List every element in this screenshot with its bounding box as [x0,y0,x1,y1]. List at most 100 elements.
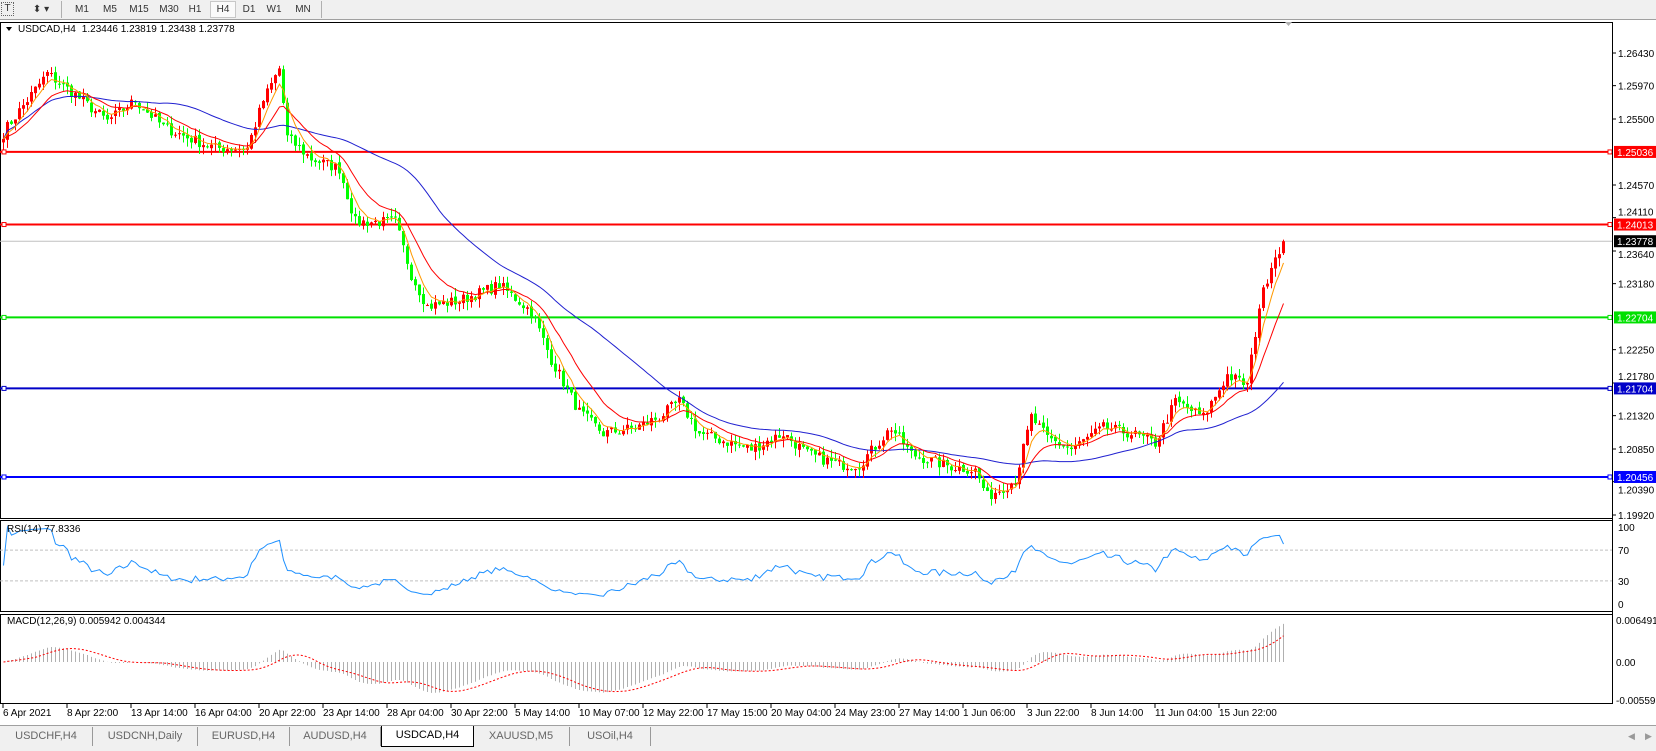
timeframe-w1[interactable]: W1 [266,4,282,15]
tab-xauusd[interactable]: XAUUSD,M5 [473,727,570,746]
level-price-label: 1.24013 [1617,221,1654,232]
candle [486,284,489,295]
candle-body [694,418,697,432]
candle-body [146,109,149,113]
candle-body [26,102,29,106]
scroll-right-icon[interactable]: ▶ [1645,731,1652,741]
candle [346,179,349,200]
candle [502,276,505,296]
candle [1166,414,1169,424]
candle [942,454,945,468]
candle-body [346,182,349,200]
line-handle [1,149,7,155]
level-price-badge [1614,382,1656,395]
candle-body [466,294,469,302]
tab-eurusd[interactable]: EURUSD,H4 [198,727,290,746]
candle-body [262,101,265,109]
candle [306,153,309,159]
shift-marker-icon[interactable] [1285,22,1292,26]
candle-body [298,145,301,147]
candle [582,400,585,417]
candle-body [698,431,701,434]
candle-body [454,296,457,305]
candle-body [706,432,709,434]
candle [850,468,853,471]
candle-body [502,283,505,288]
candle [854,468,857,478]
candle-body [378,221,381,227]
candle-body [618,433,621,435]
timeframe-h4[interactable]: H4 [210,1,236,18]
candle [590,408,593,421]
candle-body [1058,442,1061,446]
candle [198,129,201,155]
level-price-badge [1614,470,1656,483]
timeframe-mn[interactable]: MN [295,4,311,15]
candle-body [410,264,413,280]
candle-body [854,469,857,471]
candle [866,450,869,470]
candle [22,99,25,117]
tab-audusd[interactable]: AUDUSD,H4 [290,727,381,746]
candle-body [834,459,837,461]
timeframe-h1[interactable]: H1 [188,4,202,15]
timeframe-d1[interactable]: D1 [242,4,256,15]
candle-body [158,112,161,123]
candle-body [442,301,445,305]
candle [1254,332,1257,362]
arrows-tool-icon[interactable]: ⬍ ▾ [32,4,50,15]
candle [110,114,113,125]
candle-body [1206,412,1209,415]
candle [626,417,629,435]
candle-body [446,301,449,306]
candle-body [594,417,597,424]
candle [598,421,601,434]
candle-body [118,107,121,110]
candle [450,292,453,307]
candle-body [1078,441,1081,446]
candle-body [534,317,537,319]
candle [778,427,781,438]
candle [382,211,385,231]
timeframe-m5[interactable]: M5 [103,4,117,15]
time-tick-label: 20 May 04:00 [771,708,832,719]
candle [142,108,145,111]
scroll-left-icon[interactable]: ◀ [1628,731,1635,741]
collapse-arrow-icon[interactable] [6,27,12,31]
price-tick-label: 1.23180 [1618,280,1655,291]
candle [794,437,797,456]
timeframe-m30[interactable]: M30 [159,4,179,15]
candle-body [742,445,745,447]
tab-usdchf[interactable]: USDCHF,H4 [0,727,93,746]
candle-body [1106,422,1109,430]
candle-body [1226,374,1229,387]
candle [1094,421,1097,437]
timeframe-m1[interactable]: M1 [75,4,89,15]
candle [1126,427,1129,442]
tab-usdcnh[interactable]: USDCNH,Daily [93,727,198,746]
candle-body [662,416,665,421]
chart-window[interactable]: 100 70 30 0 0.006491 0.00 -0.005593 1.26430 1.… [0,0,1656,725]
candle [10,119,13,125]
candle-body [514,294,517,301]
level-price-label: 1.20456 [1617,473,1654,484]
candle [1270,262,1273,289]
candle [566,379,569,394]
tab-usdcad[interactable]: USDCAD,H4 [381,726,474,747]
text-tool-icon[interactable]: T [1,2,14,16]
candle [1234,373,1237,388]
candle [182,125,185,143]
candle [578,399,581,410]
tab-usoil[interactable]: USOil,H4 [570,727,651,746]
candle-body [130,99,133,109]
timeframe-m15[interactable]: M15 [129,4,149,15]
candle-body [206,146,209,148]
candle-body [1146,434,1149,437]
candle-body [786,435,789,438]
candle-body [1282,241,1285,254]
candle [858,462,861,477]
candle [946,458,949,474]
candle [766,437,769,451]
candle-body [558,369,561,372]
time-tick-label: 6 Apr 2021 [3,708,52,719]
